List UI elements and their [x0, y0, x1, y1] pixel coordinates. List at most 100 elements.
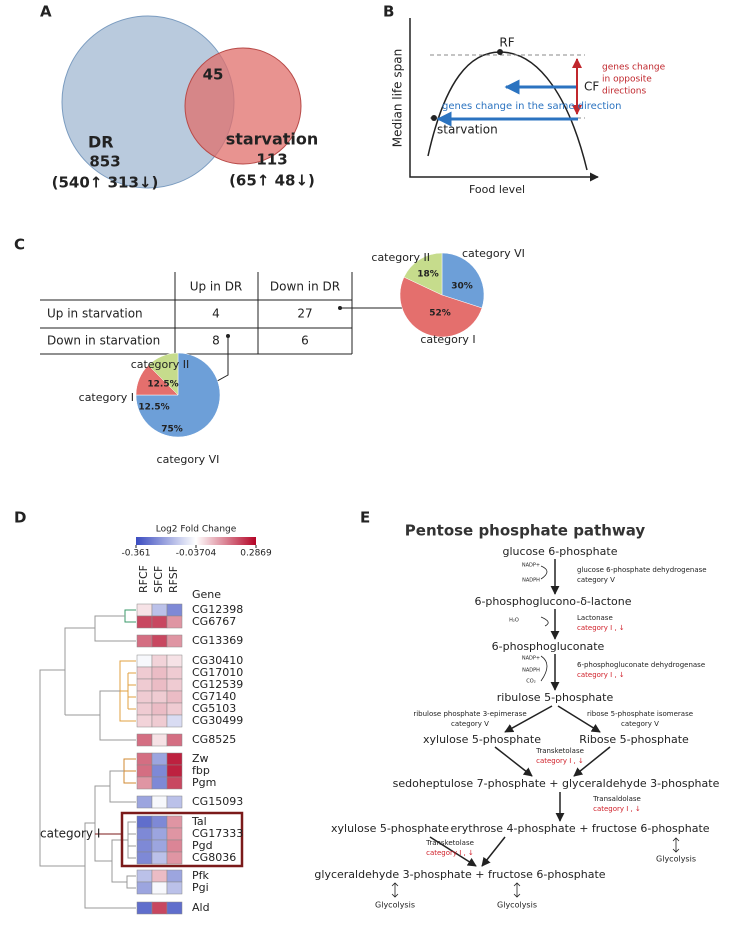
- heatmap-cell: [166, 795, 183, 809]
- pathway-node: erythrose 4-phosphate + fructose 6-phosp…: [450, 822, 709, 835]
- heatmap-cell: [136, 666, 153, 680]
- data-label: 30%: [451, 282, 473, 292]
- column-label: RFCF: [137, 565, 150, 593]
- panel-letter: C: [14, 236, 25, 254]
- heatmap-cell: [166, 764, 183, 778]
- heatmap-cell: [166, 666, 183, 680]
- enzyme-name: Transketolase: [535, 747, 584, 755]
- group-label: category I: [40, 827, 100, 841]
- pie-slice: [147, 352, 179, 396]
- heatmap-cell: [136, 839, 153, 853]
- heatmap-cell: [166, 815, 183, 829]
- colorbar-tick-label: 0.2869: [240, 549, 272, 559]
- annotation: in opposite: [602, 75, 652, 85]
- heatmap-cell: [166, 881, 183, 895]
- heatmap-cell: [151, 827, 168, 841]
- heatmap-cell: [166, 678, 183, 692]
- heatmap-cell: [166, 839, 183, 853]
- pathway-node: sedoheptulose 7-phosphate + glyceraldehy…: [393, 777, 720, 790]
- heatmap-cell: [136, 733, 153, 747]
- enzyme-name: Transaldolase: [592, 795, 641, 803]
- heatmap-cell: [136, 815, 153, 829]
- heatmap-cell: [136, 615, 153, 629]
- gene-label: CG8036: [192, 851, 236, 864]
- colorbar: [136, 537, 256, 545]
- annotation: genes change in the same direction: [442, 101, 621, 112]
- venn-label: DR: [88, 133, 114, 152]
- heatmap-cell: [136, 881, 153, 895]
- venn-total: 113: [256, 151, 287, 169]
- enzyme-category: category I , ↓: [577, 624, 625, 632]
- gene-label: CG8525: [192, 733, 236, 746]
- gene-label: CG12398: [192, 603, 243, 616]
- data-label: 12.5%: [147, 380, 178, 390]
- gene-label: CG17010: [192, 666, 243, 679]
- enzyme-category: category V: [577, 576, 615, 584]
- label: RF: [499, 36, 514, 50]
- heatmap-cell: [166, 733, 183, 747]
- column-label: SFCF: [152, 566, 165, 593]
- heatmap-cell: [151, 634, 168, 648]
- gene-label: CG6767: [192, 615, 236, 628]
- heatmap-cell: [136, 827, 153, 841]
- enzyme-category: category I , ↓: [536, 757, 584, 765]
- heatmap-cell: [166, 603, 183, 617]
- heatmap-cell: [151, 733, 168, 747]
- slice-label: category I: [79, 391, 134, 404]
- gene-label: CG12539: [192, 678, 243, 691]
- pie-slice: [399, 276, 483, 338]
- heatmap-cell: [151, 603, 168, 617]
- table-cell: Down in starvation: [47, 334, 160, 348]
- data-label: 18%: [417, 270, 439, 280]
- venn-total: 853: [89, 153, 120, 171]
- heatmap-cell: [151, 702, 168, 716]
- annotation: directions: [602, 87, 646, 97]
- enzyme-category: category I , ↓: [426, 849, 474, 857]
- heatmap-cell: [151, 690, 168, 704]
- data-label: 52%: [429, 309, 451, 319]
- gene-label: Pfk: [192, 869, 210, 882]
- label: starvation: [437, 123, 498, 137]
- table-header: Down in DR: [270, 280, 340, 294]
- heatmap-cell: [151, 752, 168, 766]
- enzyme-name: ribose 5-phosphate isomerase: [587, 710, 693, 718]
- axes: [409, 18, 599, 182]
- heatmap-cell: [136, 603, 153, 617]
- gene-label: CG17333: [192, 827, 243, 840]
- cofactor: NADP+: [522, 563, 540, 569]
- gene-label: CG5103: [192, 702, 236, 715]
- dendrogram: [39, 609, 136, 909]
- gene-label: Pgd: [192, 839, 213, 852]
- table-cell: 27: [297, 307, 312, 321]
- glycolysis-label: Glycolysis: [497, 901, 537, 910]
- heatmap-cell: [136, 764, 153, 778]
- table-cell: Up in starvation: [47, 307, 143, 321]
- data-label: 12.5%: [138, 403, 169, 413]
- heatmap-cell: [136, 678, 153, 692]
- group-box: [120, 811, 244, 868]
- heatmap-cell: [136, 752, 153, 766]
- gene-label: Pgi: [192, 881, 209, 894]
- gene-label: Tal: [191, 815, 207, 828]
- column-header: Gene: [192, 588, 221, 601]
- heatmap-cell: [151, 869, 168, 883]
- enzyme-name: Lactonase: [577, 614, 613, 622]
- heatmap-cell: [151, 901, 168, 915]
- enzyme-category: category I , ↓: [593, 805, 641, 813]
- enzyme-category: category V: [621, 720, 659, 728]
- heatmap-cell: [136, 901, 153, 915]
- gene-label: CG15093: [192, 795, 243, 808]
- heatmap-cell: [151, 678, 168, 692]
- enzyme-name: glucose 6-phosphate dehydrogenase: [577, 566, 707, 574]
- heatmap-cell: [136, 869, 153, 883]
- heatmap-cell: [136, 776, 153, 790]
- cofactor: NADPH: [522, 668, 540, 674]
- heatmap-cell: [136, 634, 153, 648]
- heatmap-cell: [166, 634, 183, 648]
- table-header: Up in DR: [190, 280, 243, 294]
- gene-label: Ald: [192, 901, 210, 914]
- pathway-title: Pentose phosphate pathway: [405, 522, 646, 540]
- heatmap-cell: [166, 827, 183, 841]
- enzyme-name: 6-phosphogluconate dehydrogenase: [577, 661, 705, 669]
